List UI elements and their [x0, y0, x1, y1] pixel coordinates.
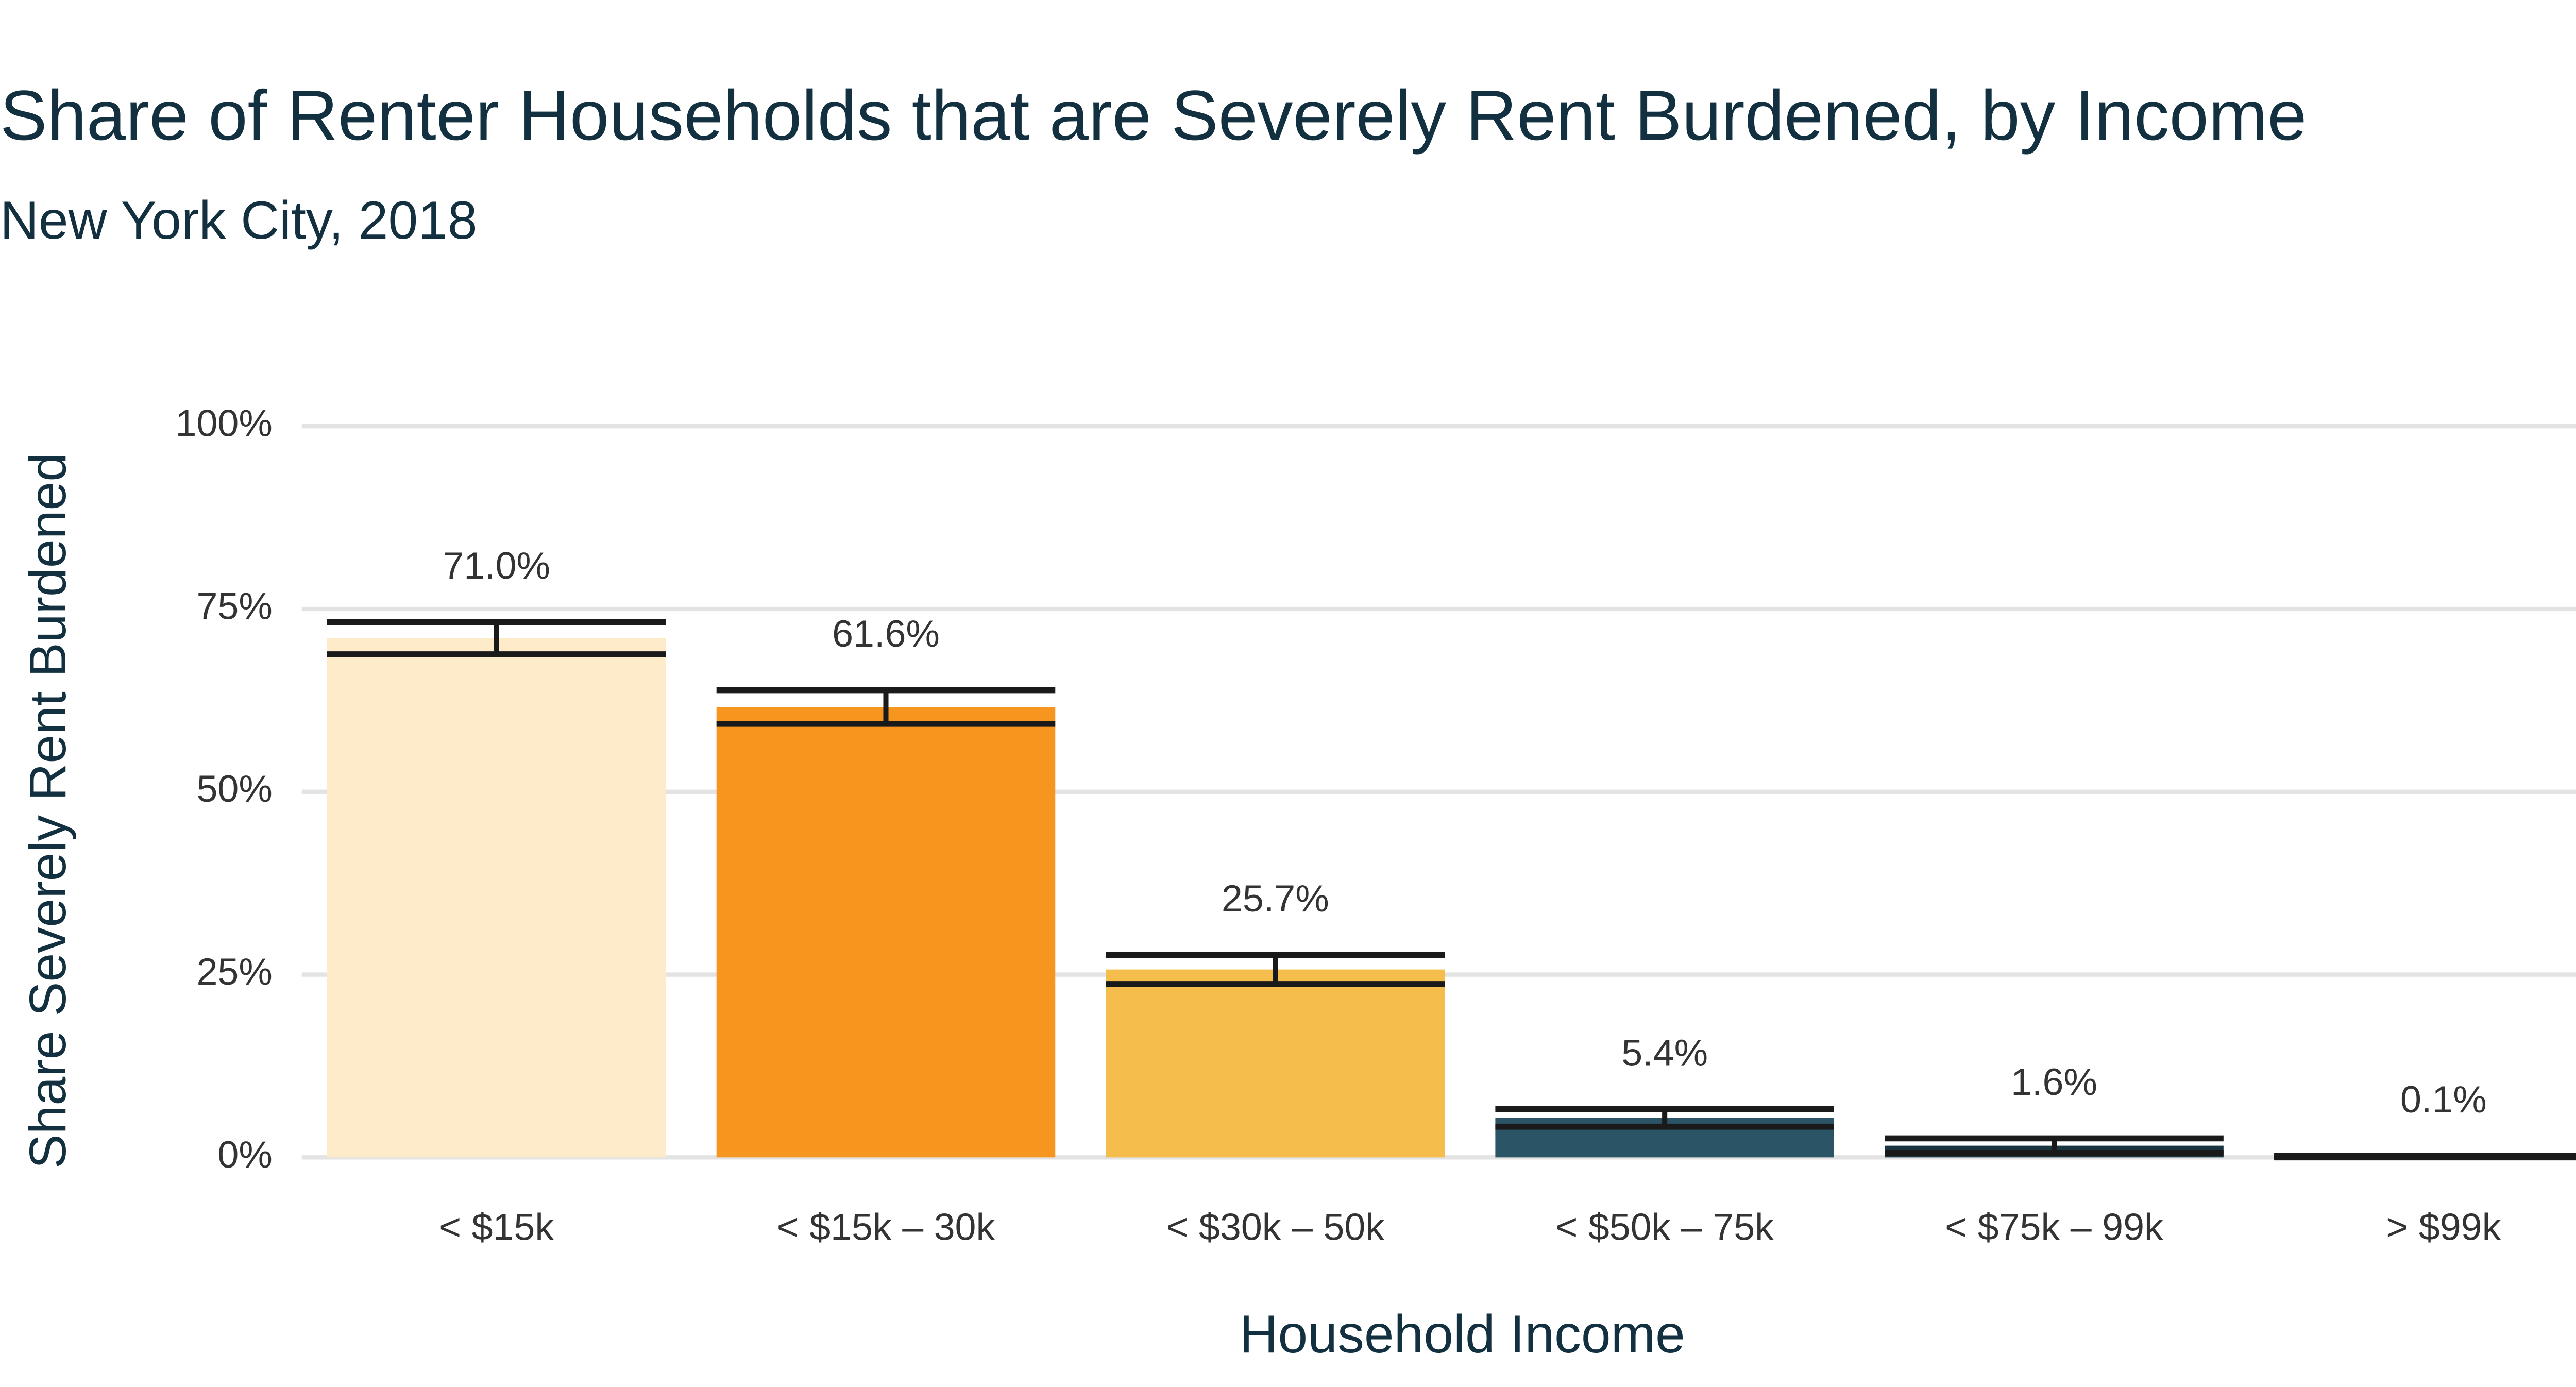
y-tick-label: 0%	[217, 1133, 272, 1176]
x-tick-label: < $30k – 50k	[1166, 1205, 1384, 1248]
x-tick-label: < $75k – 99k	[1945, 1205, 2163, 1248]
chart-subtitle: New York City, 2018	[0, 190, 478, 250]
y-axis-title: Share Severely Rent Burdened	[19, 453, 77, 1169]
data-label: 0.1%	[2400, 1078, 2487, 1121]
bar	[716, 707, 1056, 1158]
y-tick-label: 100%	[176, 402, 273, 445]
y-tick-label: 25%	[196, 950, 272, 993]
data-label: 61.6%	[832, 612, 940, 655]
bar	[1106, 969, 1445, 1158]
y-tick-label: 75%	[196, 584, 272, 627]
data-label: 25.7%	[1222, 877, 1329, 920]
chart-title: Share of Renter Households that are Seve…	[0, 76, 2307, 155]
x-tick-label: < $50k – 75k	[1555, 1205, 1774, 1248]
data-label: 71.0%	[443, 544, 550, 587]
data-label: 1.6%	[2011, 1060, 2097, 1103]
bar	[327, 638, 666, 1158]
x-axis-title: Household Income	[1240, 1304, 1685, 1364]
x-tick-label: > $99k	[2386, 1205, 2501, 1248]
data-label: 5.4%	[1621, 1031, 1708, 1074]
x-tick-label: < $15k – 30k	[777, 1205, 995, 1248]
x-tick-label: < $15k	[439, 1205, 554, 1248]
y-tick-label: 50%	[196, 767, 272, 810]
